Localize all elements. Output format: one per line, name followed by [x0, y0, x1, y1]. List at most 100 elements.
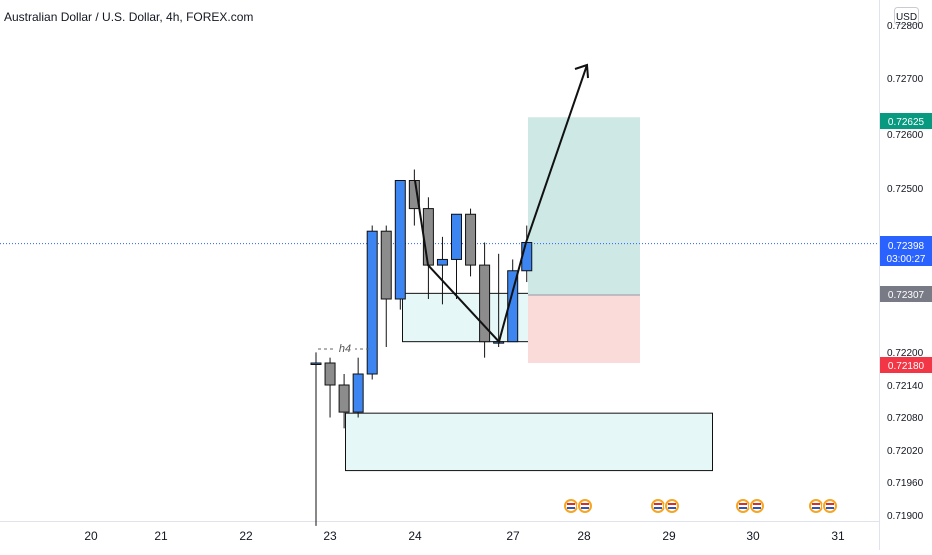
candle[interactable] — [310, 352, 322, 526]
chart-title: Australian Dollar / U.S. Dollar, 4h, FOR… — [4, 10, 253, 24]
candle[interactable] — [380, 225, 392, 347]
candle-body — [465, 213, 477, 266]
candle-body — [408, 180, 420, 210]
candle-body — [521, 242, 533, 272]
candle[interactable] — [451, 213, 462, 299]
flag-stripe — [753, 503, 761, 505]
x-tick-label: 23 — [323, 529, 337, 543]
event-markers[interactable] — [563, 498, 838, 514]
candle[interactable] — [408, 169, 420, 226]
flag-stripe — [668, 503, 676, 505]
event-flag-inner — [825, 501, 835, 511]
candle-body — [422, 208, 434, 266]
event-flag-inner — [653, 501, 663, 511]
flag-stripe — [581, 503, 589, 505]
projection-arrow-path — [414, 64, 588, 344]
x-tick-label: 27 — [506, 529, 520, 543]
flag-stripe — [753, 507, 761, 509]
event-flag-inner — [752, 501, 762, 511]
target-price-tag: 0.72625 — [880, 113, 932, 129]
flag-stripe — [654, 503, 662, 505]
h4-marker: h4 — [318, 342, 372, 355]
candle-body — [366, 230, 378, 375]
flag-stripe — [567, 503, 575, 505]
flag-stripe — [567, 507, 575, 509]
y-tick-label: 0.72140 — [887, 381, 924, 392]
entry-price-tag-text: 0.72307 — [888, 290, 925, 301]
target-price-tag-text: 0.72625 — [888, 117, 925, 128]
y-tick-label: 0.71960 — [887, 478, 924, 489]
candle-body — [451, 213, 462, 260]
y-tick-labels: 0.72800 0.72700 0.72600 0.72500 0.72200 … — [887, 21, 924, 522]
flag-stripe — [654, 507, 662, 509]
flag-stripe — [668, 507, 676, 509]
event-flag-inner — [580, 501, 590, 511]
y-tick-label: 0.72600 — [887, 130, 924, 141]
projection-arrow[interactable] — [414, 63, 589, 344]
candle[interactable] — [465, 208, 477, 277]
x-tick-label: 20 — [84, 529, 98, 543]
flag-stripe — [812, 507, 820, 509]
stop-zone[interactable] — [528, 295, 640, 363]
candle[interactable] — [366, 225, 378, 380]
candle[interactable] — [436, 236, 448, 305]
candle-body — [324, 362, 336, 386]
projection-arrow-head — [574, 63, 589, 79]
flag-stripe — [581, 507, 589, 509]
countdown-tag-text: 03:00:27 — [887, 254, 926, 265]
event-flag-inner — [566, 501, 576, 511]
candle[interactable] — [338, 374, 350, 429]
price-tags: 0.72398 03:00:27 0.72625 0.72307 0.72180 — [880, 113, 932, 373]
y-tick-label: 0.72500 — [887, 184, 924, 195]
flag-stripe — [826, 503, 834, 505]
flag-stripe — [812, 503, 820, 505]
x-tick-label: 22 — [239, 529, 253, 543]
current-price-tag-text: 0.72398 — [888, 241, 925, 252]
x-tick-label: 30 — [746, 529, 760, 543]
candle[interactable] — [324, 357, 336, 418]
y-tick-label: 0.72800 — [887, 21, 924, 32]
x-tick-label: 21 — [154, 529, 168, 543]
event-marker[interactable] — [735, 498, 765, 514]
candle-body — [338, 384, 350, 413]
stop-price-tag: 0.72180 — [880, 357, 932, 373]
candle-body — [380, 230, 392, 300]
y-tick-label: 0.72200 — [887, 348, 924, 359]
candle-body — [310, 362, 322, 365]
candle-body — [394, 180, 406, 300]
event-marker[interactable] — [650, 498, 680, 514]
y-tick-label: 0.71900 — [887, 511, 924, 522]
entry-price-tag: 0.72307 — [880, 286, 932, 302]
event-flag-inner — [738, 501, 748, 511]
target-zone[interactable] — [528, 117, 640, 296]
long-position-tool[interactable] — [528, 117, 640, 363]
x-tick-label: 31 — [831, 529, 845, 543]
x-tick-label: 24 — [408, 529, 422, 543]
y-tick-label: 0.72020 — [887, 446, 924, 457]
candle-body — [479, 264, 491, 343]
event-flag-inner — [811, 501, 821, 511]
stop-price-tag-text: 0.72180 — [888, 361, 925, 372]
x-tick-labels: 20 21 22 23 24 27 28 29 30 31 — [84, 529, 845, 543]
flag-stripe — [739, 507, 747, 509]
candle-body — [352, 373, 364, 413]
y-tick-label: 0.72080 — [887, 413, 924, 424]
currency-label: USD — [896, 12, 917, 23]
currency-badge[interactable]: USD — [894, 7, 919, 25]
candle[interactable] — [352, 357, 364, 418]
candle[interactable] — [394, 180, 406, 310]
lower-demand-zone[interactable] — [345, 412, 713, 472]
x-tick-label: 28 — [577, 529, 591, 543]
h4-label: h4 — [339, 343, 351, 355]
flag-stripe — [826, 507, 834, 509]
candle-body — [436, 258, 448, 266]
y-tick-label: 0.72700 — [887, 74, 924, 85]
flag-stripe — [739, 503, 747, 505]
candles-layer — [310, 169, 533, 526]
event-marker[interactable] — [808, 498, 838, 514]
event-marker[interactable] — [563, 498, 593, 514]
candle[interactable] — [479, 242, 491, 358]
current-price-tag: 0.72398 03:00:27 — [880, 236, 932, 266]
